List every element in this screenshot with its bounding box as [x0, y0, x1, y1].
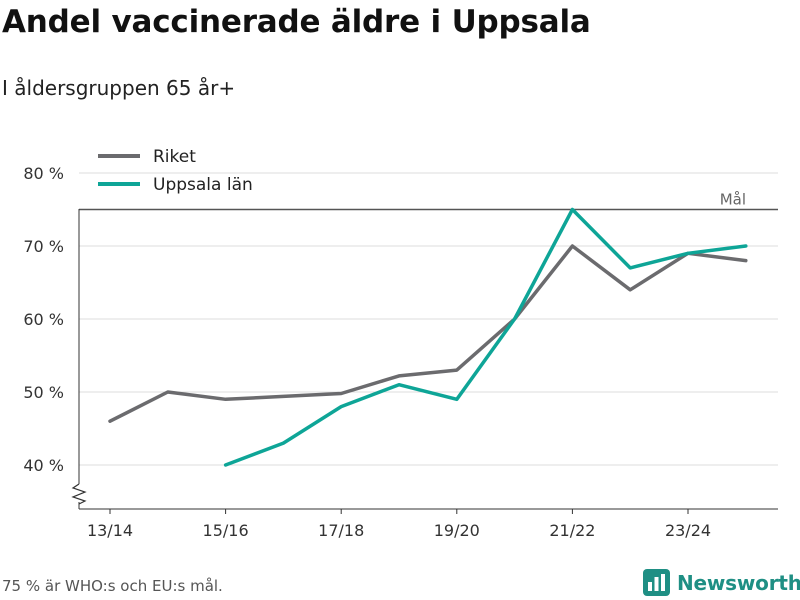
legend-label-riket: Riket	[153, 147, 196, 167]
x-tick-label-23-24: 23/24	[665, 521, 711, 540]
x-tick-label-15-16: 15/16	[203, 521, 249, 540]
y-tick-label-40: 40 %	[23, 456, 64, 475]
y-tick-label-60: 60 %	[23, 310, 64, 329]
axis-break-icon	[71, 483, 87, 505]
x-tick-label-17-18: 17/18	[318, 521, 364, 540]
y-tick-label-70: 70 %	[23, 237, 64, 256]
newsworthy-logo: Newsworthy	[643, 569, 800, 596]
footnote: 75 % är WHO:s och EU:s mål.	[2, 577, 223, 595]
x-tick-label-19-20: 19/20	[434, 521, 480, 540]
series-line-riket	[108, 244, 748, 423]
series-line-uppsala	[223, 207, 748, 467]
bar-chart-logo-icon	[643, 569, 670, 596]
x-tick-label-13-14: 13/14	[87, 521, 133, 540]
legend-label-uppsala: Uppsala län	[153, 175, 253, 195]
chart-title: Andel vaccinerade äldre i Uppsala	[2, 4, 591, 40]
y-tick-label-80: 80 %	[23, 164, 64, 183]
x-tick-label-21-22: 21/22	[549, 521, 595, 540]
chart-subtitle: I åldersgruppen 65 år+	[2, 76, 236, 100]
brand-name: Newsworthy	[677, 570, 800, 595]
target-line-label: Mål	[720, 191, 746, 209]
y-tick-label-50: 50 %	[23, 383, 64, 402]
